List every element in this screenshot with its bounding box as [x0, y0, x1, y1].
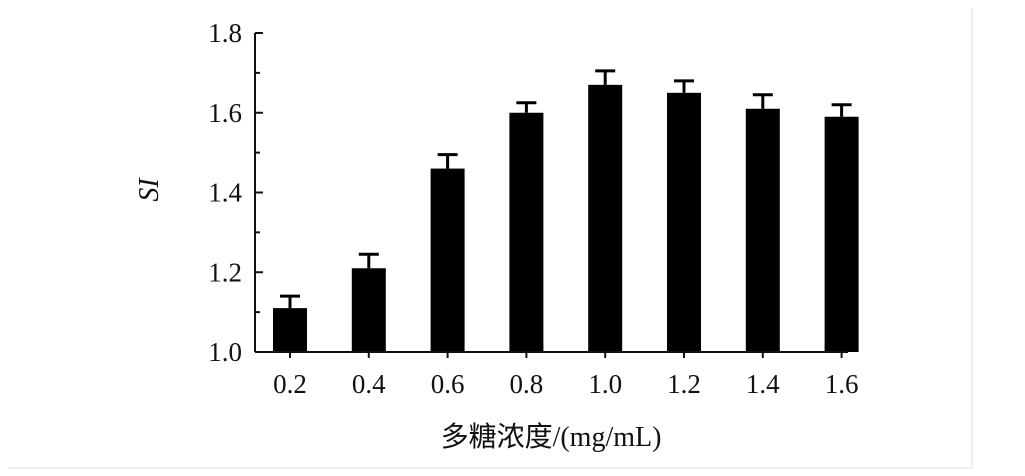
x-tick-label-1.0: 1.0 — [588, 369, 622, 399]
labels-layer: 0.2 0.4 0.6 0.8 1.0 1.2 1.4 1.6 1.0 1.2 1.4 1.6 1.8 — [208, 18, 858, 399]
bar-0.6 — [430, 168, 465, 352]
axes-layer — [254, 32, 848, 358]
bar-0.8 — [509, 112, 544, 352]
x-tick-label-0.6: 0.6 — [431, 369, 465, 399]
x-tick-label-1.2: 1.2 — [667, 369, 701, 399]
x-tick-label-0.4: 0.4 — [352, 369, 386, 399]
x-tick-label-1.6: 1.6 — [825, 369, 859, 399]
bar-1.0 — [588, 84, 623, 353]
x-tick-label-0.8: 0.8 — [510, 369, 544, 399]
y-tick-label-1.4: 1.4 — [208, 178, 242, 208]
x-axis-title: 多糖浓度/(mg/mL) — [441, 421, 662, 453]
y-tick-label-1.6: 1.6 — [208, 98, 242, 128]
y-tick-label-1.8: 1.8 — [208, 18, 242, 48]
error-bars-layer — [280, 69, 852, 309]
y-axis-title: SI — [134, 177, 165, 202]
bar-1.6 — [824, 116, 859, 352]
bar-0.2 — [273, 308, 307, 352]
bar-1.4 — [745, 108, 780, 352]
y-tick-label-1.2: 1.2 — [208, 257, 242, 287]
bar-1.2 — [667, 92, 701, 352]
x-tick-label-0.2: 0.2 — [273, 369, 307, 399]
x-tick-label-1.4: 1.4 — [746, 369, 780, 399]
y-tick-label-1.0: 1.0 — [208, 337, 242, 367]
bars-layer — [273, 84, 859, 353]
bar-0.4 — [351, 268, 386, 352]
